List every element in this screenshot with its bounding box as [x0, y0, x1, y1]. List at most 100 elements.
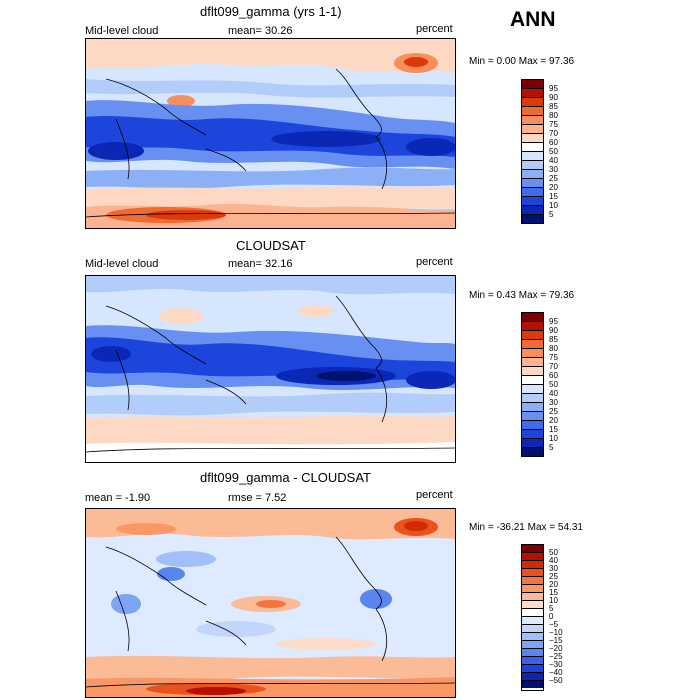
colorbar-swatch: [522, 89, 543, 98]
colorbar-swatch: [522, 125, 543, 134]
colorbar-tick-label: 30: [549, 398, 558, 407]
units-label: percent: [416, 23, 453, 35]
colorbar-swatch: [522, 98, 543, 107]
mean-label: mean= 32.16: [228, 258, 293, 270]
colorbar-tick-label: 10: [549, 201, 558, 210]
colorbar-swatch: [522, 313, 543, 322]
colorbar-swatch: [522, 633, 543, 641]
panel-title: dflt099_gamma (yrs 1-1): [200, 4, 342, 19]
observation-cloud-map: [85, 275, 456, 463]
colorbar-swatch: [522, 421, 543, 430]
colorbar-tick-label: 40: [549, 156, 558, 165]
colorbar-swatch: [522, 569, 543, 577]
colorbar-swatch: [522, 80, 543, 89]
colorbar-swatch: [522, 641, 543, 649]
panel-title: dflt099_gamma - CLOUDSAT: [200, 470, 371, 485]
minmax-label: Min = 0.43 Max = 79.36: [469, 290, 575, 301]
colorbar-tick-label: −40: [549, 668, 563, 677]
colorbar-tick-label: 85: [549, 335, 558, 344]
colorbar-swatch: [522, 322, 543, 331]
colorbar-tick-label: 50: [549, 380, 558, 389]
colorbar-swatch: [522, 439, 543, 448]
colorbar-tick-label: 15: [549, 588, 558, 597]
colorbar-swatch: [522, 625, 543, 633]
colorbar-swatch: [522, 376, 543, 385]
colorbar-tick-label: 20: [549, 183, 558, 192]
colorbar-tick-label: 90: [549, 326, 558, 335]
colorbar-tick-label: 80: [549, 344, 558, 353]
colorbar-swatch: [522, 170, 543, 179]
units-label: percent: [416, 256, 453, 268]
colorbar-swatch: [522, 161, 543, 170]
colorbar-tick-label: 15: [549, 425, 558, 434]
colorbar-tick-label: 10: [549, 596, 558, 605]
colorbar-swatch: [522, 657, 543, 665]
colorbar-swatch: [522, 412, 543, 421]
colorbar-tick-label: 20: [549, 580, 558, 589]
colorbar-tick-label: 5: [549, 210, 554, 219]
colorbar-tick-label: 60: [549, 138, 558, 147]
colorbar-swatch: [522, 553, 543, 561]
colorbar-tick-label: 60: [549, 371, 558, 380]
colorbar-tick-label: 10: [549, 434, 558, 443]
colorbar-swatch: [522, 593, 543, 601]
colorbar-tick-label: −20: [549, 644, 563, 653]
colorbar-tick-label: 70: [549, 129, 558, 138]
colorbar-swatch: [522, 545, 543, 553]
colorbar-swatch: [522, 367, 543, 376]
observation-colorbar: [521, 312, 544, 457]
colorbar-swatch: [522, 152, 543, 161]
colorbar-swatch: [522, 665, 543, 673]
mean-label: mean = -1.90: [85, 492, 151, 504]
colorbar-swatch: [522, 331, 543, 340]
colorbar-tick-label: 75: [549, 353, 558, 362]
colorbar-swatch: [522, 617, 543, 625]
colorbar-tick-label: 40: [549, 556, 558, 565]
colorbar-swatch: [522, 681, 543, 688]
colorbar-swatch: [522, 116, 543, 125]
colorbar-swatch: [522, 188, 543, 197]
colorbar-tick-label: 30: [549, 564, 558, 573]
colorbar-tick-label: 95: [549, 84, 558, 93]
colorbar-swatch: [522, 107, 543, 116]
colorbar-swatch: [522, 206, 543, 215]
colorbar-tick-label: −15: [549, 636, 563, 645]
colorbar-swatch: [522, 197, 543, 206]
colorbar-swatch: [522, 577, 543, 585]
colorbar-tick-label: 50: [549, 147, 558, 156]
colorbar-tick-label: −25: [549, 652, 563, 661]
colorbar-tick-label: −5: [549, 620, 559, 629]
colorbar-swatch: [522, 358, 543, 367]
colorbar-swatch: [522, 403, 543, 412]
model-cloud-map: [85, 38, 456, 229]
colorbar-tick-label: 95: [549, 317, 558, 326]
rmse-label: rmse = 7.52: [228, 492, 287, 504]
colorbar-swatch: [522, 385, 543, 394]
colorbar-tick-label: 0: [549, 612, 554, 621]
colorbar-tick-label: 70: [549, 362, 558, 371]
colorbar-swatch: [522, 215, 543, 223]
colorbar-tick-label: 40: [549, 389, 558, 398]
variable-label: Mid-level cloud: [85, 25, 159, 37]
colorbar-tick-label: 75: [549, 120, 558, 129]
colorbar-tick-label: 30: [549, 165, 558, 174]
colorbar-tick-label: −50: [549, 676, 563, 685]
colorbar-swatch: [522, 609, 543, 617]
colorbar-swatch: [522, 134, 543, 143]
colorbar-swatch: [522, 601, 543, 609]
colorbar-tick-label: −30: [549, 660, 563, 669]
colorbar-swatch: [522, 143, 543, 152]
colorbar-swatch: [522, 673, 543, 681]
colorbar-tick-label: 25: [549, 174, 558, 183]
colorbar-tick-label: −10: [549, 628, 563, 637]
difference-colorbar: [521, 544, 544, 691]
colorbar-tick-label: 25: [549, 407, 558, 416]
colorbar-swatch: [522, 340, 543, 349]
colorbar-swatch: [522, 649, 543, 657]
colorbar-tick-label: 90: [549, 93, 558, 102]
season-label: ANN: [510, 8, 556, 31]
units-label: percent: [416, 489, 453, 501]
colorbar-tick-label: 80: [549, 111, 558, 120]
mean-label: mean= 30.26: [228, 25, 293, 37]
model-colorbar: [521, 79, 544, 224]
